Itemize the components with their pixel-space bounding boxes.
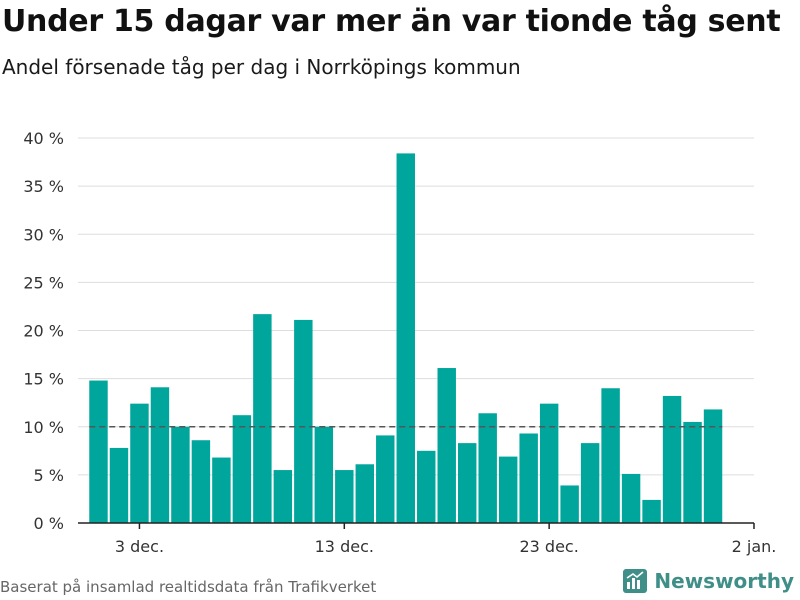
bar <box>335 470 354 523</box>
bar <box>580 443 600 523</box>
y-tick-label: 5 % <box>34 466 64 485</box>
gridlines <box>78 137 754 476</box>
bar <box>150 387 170 523</box>
y-tick-label: 25 % <box>23 273 64 292</box>
bar <box>355 464 375 523</box>
chart-title: Under 15 dagar var mer än var tionde tåg… <box>2 4 781 39</box>
bar <box>253 314 272 523</box>
bar <box>642 499 661 523</box>
x-tick-label: 23 dec. <box>519 537 578 556</box>
x-tick-label: 13 dec. <box>315 537 374 556</box>
bar <box>478 413 497 523</box>
bar <box>130 403 149 523</box>
y-tick-label: 20 % <box>23 322 64 341</box>
brand-logo: Newsworthy <box>623 569 794 593</box>
brand-name: Newsworthy <box>654 569 794 593</box>
bar <box>314 426 334 523</box>
y-tick-label: 10 % <box>23 418 64 437</box>
chart-subtitle: Andel försenade tåg per dag i Norrköping… <box>2 55 521 79</box>
bar <box>396 153 415 523</box>
y-tick-label: 0 % <box>34 514 64 533</box>
bars <box>89 153 723 523</box>
newsworthy-logo-icon <box>623 569 648 593</box>
bar <box>560 485 579 523</box>
x-tick-label: 2 jan. <box>732 537 777 556</box>
bar <box>109 447 129 523</box>
bar <box>191 440 211 523</box>
bar <box>273 470 293 523</box>
source-note: Baserat på insamlad realtidsdata från Tr… <box>0 578 377 596</box>
bar <box>294 319 313 523</box>
y-axis-tick-labels: 0 % 5 % 10 % 15 % 20 % 25 % 30 % 35 % 40 % <box>23 129 64 533</box>
y-tick-label: 35 % <box>23 177 64 196</box>
bar <box>437 368 456 523</box>
bar <box>232 415 252 523</box>
bar <box>376 435 395 523</box>
bar <box>519 433 538 523</box>
bar <box>212 457 231 523</box>
bar <box>417 450 436 523</box>
bar <box>89 380 108 523</box>
bar <box>621 473 641 523</box>
y-tick-label: 15 % <box>23 370 64 389</box>
y-tick-label: 30 % <box>23 225 64 244</box>
bar <box>171 426 190 523</box>
x-tick-label: 3 dec. <box>115 537 164 556</box>
bar <box>498 456 518 523</box>
bar <box>601 388 620 523</box>
bar <box>457 443 477 523</box>
bar <box>683 421 702 523</box>
bar <box>539 403 559 523</box>
x-axis: 3 dec. 13 dec. 23 dec. 2 jan. <box>78 522 777 556</box>
y-tick-label: 40 % <box>23 129 64 148</box>
bar <box>662 395 682 523</box>
bar <box>703 409 723 523</box>
